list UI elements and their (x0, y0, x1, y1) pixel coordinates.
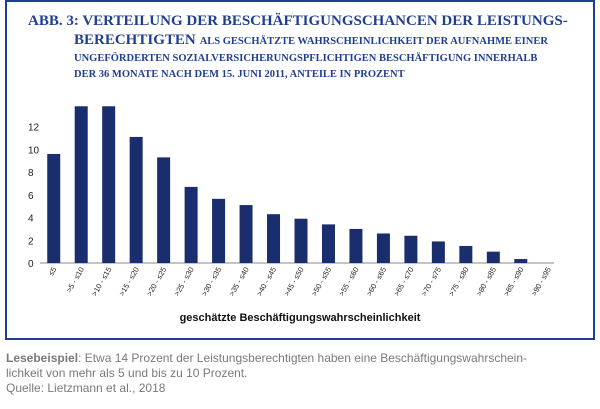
bar (239, 205, 253, 263)
bar (157, 157, 171, 263)
y-tick-label: 0 (28, 259, 34, 270)
x-tick-label: ≤5 (47, 266, 59, 278)
bar (184, 186, 198, 263)
bar (404, 235, 418, 263)
bar (47, 153, 61, 263)
bar (267, 214, 281, 263)
x-axis-label: geschätzte Beschäftigungswahrscheinlichk… (180, 312, 421, 324)
footer-line: lichkeit von mehr als 5 und bis zu 10 Pr… (6, 366, 247, 380)
subtitle: DER 36 MONATE NACH DEM 15. JUNI 2011, AN… (74, 69, 405, 80)
bar (102, 106, 116, 264)
bar (486, 251, 500, 263)
subtitle: UNGEFÖRDERTEN SOZIALVERSICHERUNGSPFLICHT… (74, 51, 537, 64)
footer-line: : Etwa 14 Prozent der Leistungsberechtig… (78, 351, 527, 365)
chart-title: ABB. 3: VERTEILUNG DER BESCHÄFTIGUNGSCHA… (28, 13, 568, 29)
bar (459, 245, 473, 263)
bar (129, 136, 143, 263)
bar (321, 224, 335, 263)
bar (294, 218, 308, 263)
subtitle: ALS GESCHÄTZTE WAHRSCHEINLICHKEIT DER AU… (200, 34, 549, 47)
y-tick-label: 6 (28, 191, 34, 202)
title-line: BERECHTIGTEN ALS GESCHÄTZTE WAHRSCHEINLIC… (74, 32, 548, 48)
bar (74, 106, 88, 264)
y-tick-label: 12 (28, 123, 40, 134)
bar (514, 259, 528, 263)
y-tick-label: 8 (28, 168, 34, 179)
chart-title: BERECHTIGTEN (74, 32, 196, 48)
bar (376, 233, 390, 263)
footer-note: Lesebeispiel: Etwa 14 Prozent der Leistu… (6, 351, 527, 365)
footer-label: Lesebeispiel (6, 351, 78, 365)
y-tick-label: 4 (28, 214, 34, 225)
y-tick-label: 2 (28, 236, 34, 247)
bar (212, 198, 226, 263)
footer-source: Quelle: Lietzmann et al., 2018 (6, 381, 166, 395)
bar (349, 228, 363, 263)
bar (431, 241, 445, 263)
y-tick-label: 10 (28, 145, 40, 156)
